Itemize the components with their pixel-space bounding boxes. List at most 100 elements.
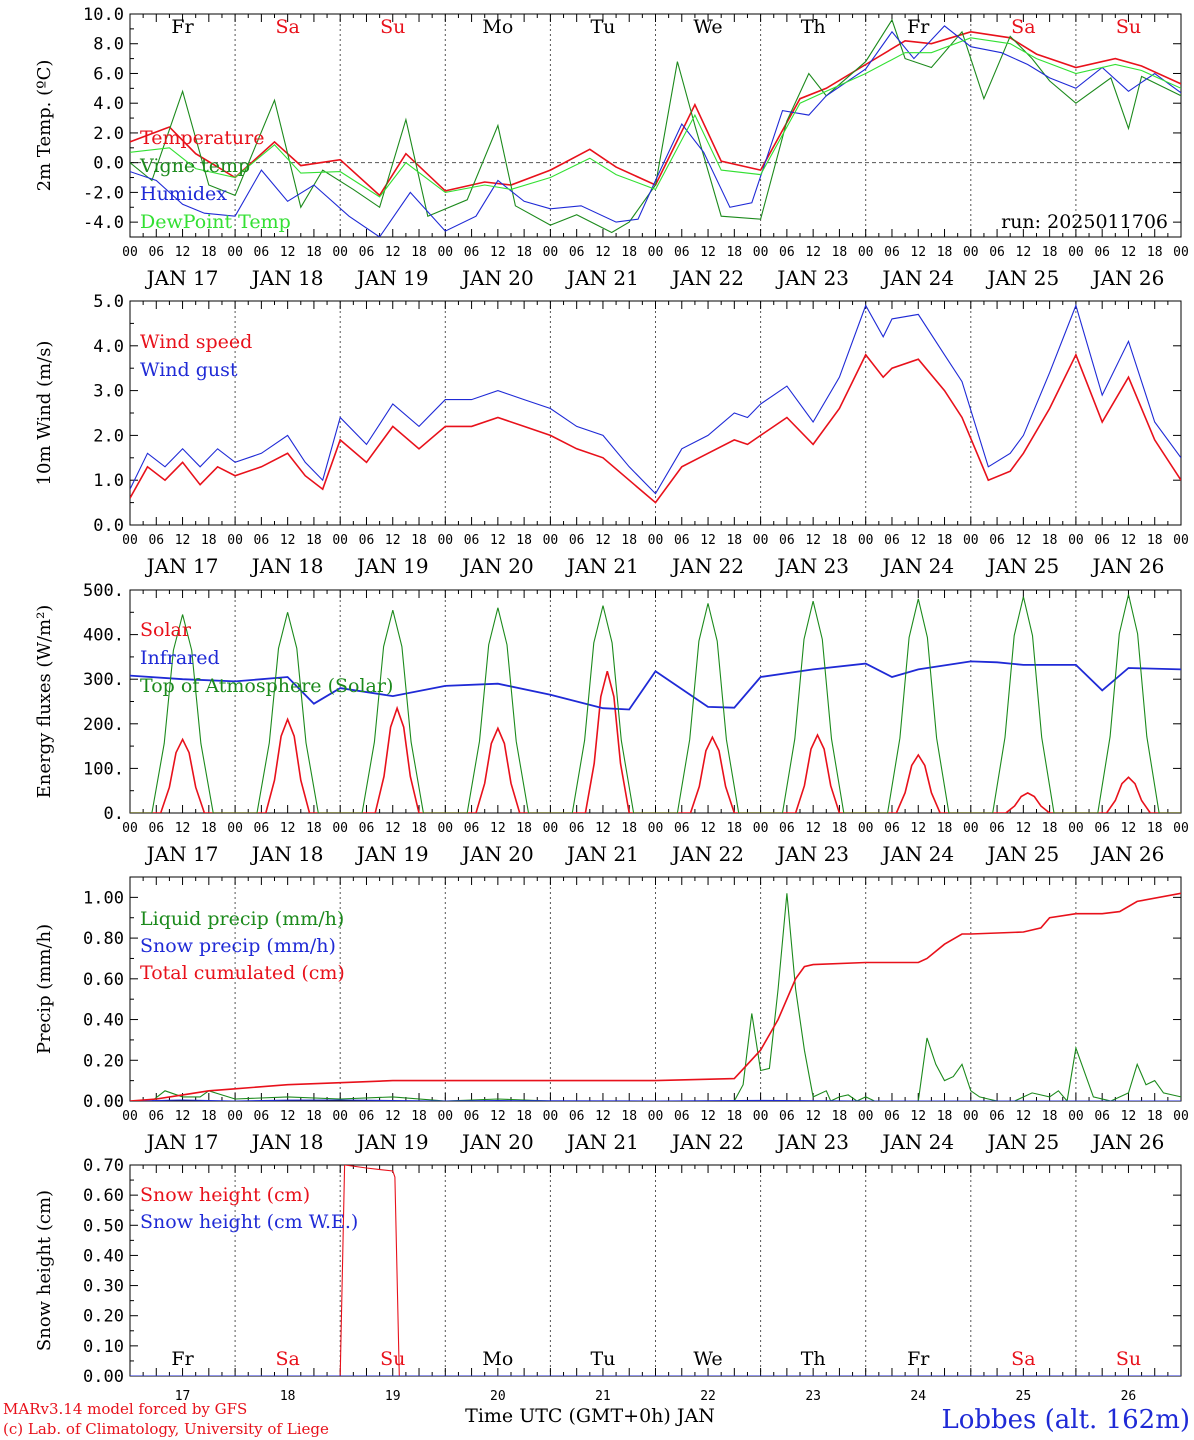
hour-label: 06 [148, 533, 164, 548]
hour-label: 06 [884, 245, 900, 260]
panel-3: 0. 100. 200. 300. 400. 500. Energy fluxes (W/m… [34, 581, 1189, 866]
panel-4: 0.00 0.20 0.40 0.60 0.80 1.00 Precip (mm/h) 00 0… [34, 876, 1189, 1154]
day-name: Tu [590, 1348, 615, 1370]
hour-label: 12 [175, 1109, 191, 1124]
date-label: JAN 21 [565, 266, 639, 290]
hour-label: 00 [1173, 1109, 1189, 1124]
day-name: We [693, 16, 722, 38]
date-label: JAN 21 [565, 1130, 639, 1154]
y-tick-label: 0.20 [83, 1307, 124, 1327]
y-tick-label: 400. [83, 626, 124, 646]
hour-label: 12 [280, 245, 296, 260]
hour-label: 06 [779, 1109, 795, 1124]
hour-label: 00 [437, 821, 453, 836]
hour-label: 06 [779, 245, 795, 260]
date-label: JAN 21 [565, 554, 639, 578]
hour-label: 18 [726, 821, 742, 836]
hour-label: 18 [411, 1109, 427, 1124]
legend-entry: Snow height (cm W.E.) [140, 1211, 358, 1233]
y-tick-label: 5.0 [93, 292, 124, 312]
hour-label: 12 [805, 1109, 821, 1124]
day-number: 23 [805, 1389, 821, 1404]
y-tick-label: 2.0 [93, 124, 124, 144]
hour-label: 06 [254, 821, 270, 836]
hour-label: 12 [490, 245, 506, 260]
hour-label: 12 [805, 821, 821, 836]
date-label: JAN 22 [670, 554, 744, 578]
hour-label: 12 [1016, 245, 1032, 260]
hour-label: 12 [1016, 821, 1032, 836]
y-axis-label: Energy fluxes (W/m²) [34, 605, 55, 799]
day-name: Mo [482, 1348, 513, 1370]
hour-label: 00 [648, 533, 664, 548]
hour-label: 18 [1147, 533, 1163, 548]
hour-label: 06 [1094, 1109, 1110, 1124]
day-name: Fr [171, 16, 194, 38]
day-number: 22 [700, 1389, 716, 1404]
series-line-liquid-precip-mm-h [130, 893, 1181, 1101]
day-name: Sa [275, 1348, 299, 1370]
hour-label: 18 [516, 821, 532, 836]
date-label: JAN 18 [250, 1130, 324, 1154]
hour-label: 18 [621, 533, 637, 548]
hour-label: 06 [674, 1109, 690, 1124]
hour-label: 06 [779, 821, 795, 836]
day-name: We [693, 1348, 722, 1370]
hour-label: 06 [1094, 533, 1110, 548]
y-tick-label: 0.60 [83, 1186, 124, 1206]
hour-label: 12 [805, 245, 821, 260]
day-name: Su [380, 1348, 405, 1370]
hour-label: 00 [753, 533, 769, 548]
hour-label: 06 [148, 1109, 164, 1124]
hour-label: 18 [832, 245, 848, 260]
y-tick-label: 4.0 [93, 94, 124, 114]
hour-label: 06 [884, 1109, 900, 1124]
hour-label: 18 [1042, 533, 1058, 548]
hour-label: 06 [989, 533, 1005, 548]
y-tick-label: 0.30 [83, 1277, 124, 1297]
hour-label: 06 [464, 533, 480, 548]
hour-label: 12 [595, 1109, 611, 1124]
series-line-dewpoint-temp [130, 37, 1181, 198]
hour-label: 18 [937, 821, 953, 836]
hour-label: 12 [280, 821, 296, 836]
y-tick-label: 300. [83, 670, 124, 690]
date-label: JAN 18 [250, 554, 324, 578]
date-label: JAN 22 [670, 266, 744, 290]
hour-label: 06 [569, 821, 585, 836]
hour-label: 12 [175, 245, 191, 260]
hour-label: 00 [122, 1109, 138, 1124]
day-name: Fr [907, 16, 930, 38]
time-axis-title: Time UTC (GMT+0h) JAN [465, 1405, 715, 1427]
series-line-snow-precip-mm-h [130, 1099, 1181, 1101]
y-tick-label: 0.40 [83, 1011, 124, 1031]
hour-label: 00 [227, 533, 243, 548]
day-name: Su [1116, 1348, 1141, 1370]
hour-label: 00 [753, 821, 769, 836]
hour-label: 18 [201, 245, 217, 260]
legend-entry: Top of Atmosphere (Solar) [140, 675, 393, 697]
hour-label: 00 [858, 821, 874, 836]
hour-label: 12 [1121, 245, 1137, 260]
hour-label: 18 [937, 1109, 953, 1124]
series-line-vigne-temp [130, 18, 1181, 234]
hour-label: 00 [437, 245, 453, 260]
hour-label: 12 [700, 533, 716, 548]
hour-label: 00 [858, 1109, 874, 1124]
day-number: 19 [385, 1389, 401, 1404]
hour-label: 12 [1016, 1109, 1032, 1124]
hour-label: 06 [989, 245, 1005, 260]
day-name: Tu [590, 16, 615, 38]
hour-label: 18 [1147, 245, 1163, 260]
hour-label: 18 [832, 821, 848, 836]
date-label: JAN 23 [775, 842, 849, 866]
panel-2: 0.0 1.0 2.0 3.0 4.0 5.0 10m Wind (m/s) 00 06 12 18… [34, 292, 1189, 578]
hour-label: 18 [621, 1109, 637, 1124]
y-tick-label: 6.0 [93, 64, 124, 84]
hour-label: 18 [516, 1109, 532, 1124]
y-tick-label: -2.0 [83, 183, 124, 203]
hour-label: 06 [464, 245, 480, 260]
hour-label: 00 [753, 245, 769, 260]
y-axis-label: Snow height (cm) [34, 1190, 55, 1351]
hour-label: 00 [753, 1109, 769, 1124]
